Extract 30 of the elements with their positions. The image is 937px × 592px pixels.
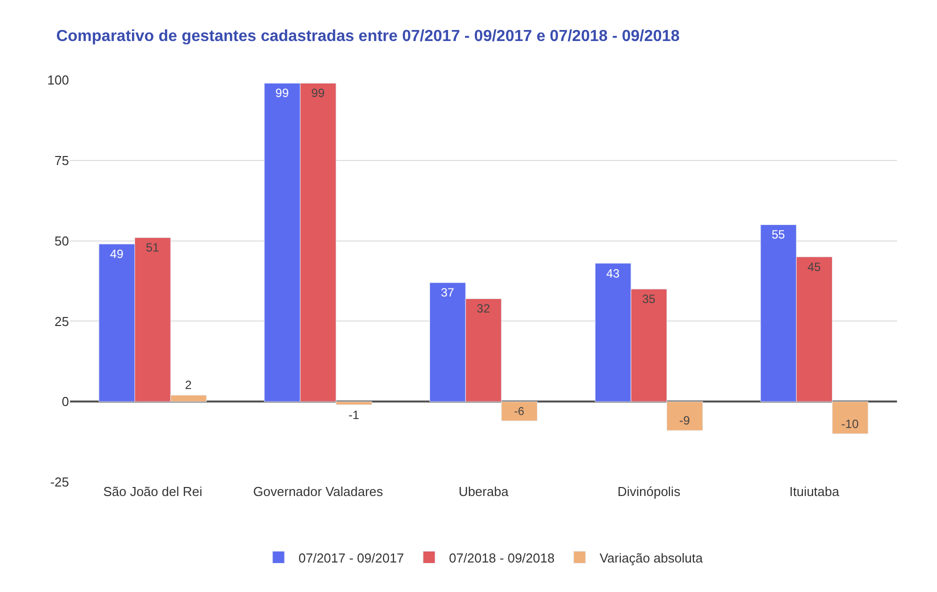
data-label: 51 — [146, 240, 160, 255]
data-label: 2 — [185, 378, 192, 392]
data-label: -10 — [841, 416, 859, 431]
data-label: 55 — [772, 228, 786, 242]
legend-label: 07/2017 - 09/2017 — [298, 550, 404, 566]
y-tick-label: 100 — [47, 72, 69, 88]
x-tick-label: Divinópolis — [617, 484, 681, 499]
data-label: 32 — [476, 302, 490, 316]
data-label: 99 — [275, 86, 290, 100]
data-label: -9 — [679, 414, 690, 428]
chart-title: Comparativo de gestantes cadastradas entre 07/2017 - 09/2017 e 07/2018 - 09/2018 — [56, 28, 680, 45]
legend-label: Variação absoluta — [600, 550, 704, 566]
data-label: 43 — [606, 266, 620, 280]
y-tick-label: -25 — [50, 474, 69, 490]
y-tick-label: 75 — [54, 152, 69, 168]
data-label: 49 — [110, 247, 124, 262]
data-label: -1 — [348, 408, 360, 422]
y-tick-label: 50 — [54, 233, 69, 248]
data-label: 35 — [642, 292, 656, 306]
data-label: 99 — [311, 86, 325, 100]
y-tick-label: 0 — [62, 394, 69, 410]
x-tick-label: São João del Rei — [103, 484, 202, 499]
data-label: -6 — [514, 406, 524, 418]
x-tick-label: Governador Valadares — [253, 484, 384, 499]
x-tick-label: Ituiutaba — [789, 484, 840, 499]
y-tick-label: 25 — [54, 314, 69, 329]
data-label: 37 — [440, 286, 454, 300]
data-label: 45 — [807, 260, 822, 274]
legend-label: 07/2018 - 09/2018 — [449, 550, 555, 566]
x-tick-label: Uberaba — [458, 484, 510, 499]
